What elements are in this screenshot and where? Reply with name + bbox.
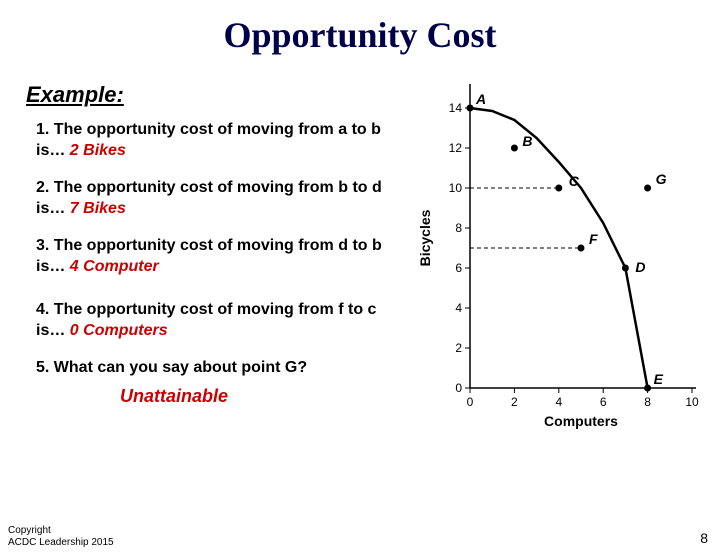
copyright-line2: ACDC Leadership 2015 [8, 537, 114, 549]
question-5-text: 5. What can you say about point G? [36, 359, 307, 376]
page-title: Opportunity Cost [0, 14, 720, 56]
question-1: 1. The opportunity cost of moving from a… [36, 120, 396, 162]
question-4-answer: 0 Computers [70, 322, 168, 339]
svg-text:4: 4 [555, 395, 562, 409]
svg-text:D: D [635, 259, 645, 275]
svg-text:6: 6 [600, 395, 607, 409]
example-heading: Example: [26, 82, 124, 108]
svg-text:4: 4 [455, 301, 462, 315]
svg-text:8: 8 [644, 395, 651, 409]
question-3-answer: 4 Computer [70, 258, 159, 275]
svg-text:2: 2 [511, 395, 518, 409]
ppf-chart: 0 2 4 6 8 10 0 2 4 6 8 10 12 14 A B C D E F G Computers Bicycl… [414, 76, 704, 436]
page-number: 8 [700, 530, 708, 546]
question-3: 3. The opportunity cost of moving from d… [36, 236, 396, 278]
svg-text:F: F [589, 231, 598, 247]
svg-text:0: 0 [467, 395, 474, 409]
question-5: 5. What can you say about point G? [36, 358, 396, 379]
svg-text:A: A [475, 91, 486, 107]
svg-text:10: 10 [685, 395, 699, 409]
question-4: 4. The opportunity cost of moving from f… [36, 300, 396, 342]
svg-text:12: 12 [449, 141, 463, 155]
svg-text:Bicycles: Bicycles [417, 209, 433, 266]
svg-text:Computers: Computers [544, 413, 618, 429]
svg-text:G: G [656, 171, 667, 187]
svg-text:0: 0 [455, 381, 462, 395]
svg-text:8: 8 [455, 221, 462, 235]
question-5-answer: Unattainable [120, 386, 228, 407]
svg-text:2: 2 [455, 341, 462, 355]
question-2: 2. The opportunity cost of moving from b… [36, 178, 396, 220]
content-area: Example: 1. The opportunity cost of movi… [0, 56, 720, 516]
svg-text:C: C [569, 173, 580, 189]
svg-text:E: E [654, 371, 664, 387]
svg-text:6: 6 [455, 261, 462, 275]
svg-text:14: 14 [449, 101, 463, 115]
copyright-line1: Copyright [8, 525, 114, 537]
question-2-answer: 7 Bikes [70, 200, 126, 217]
copyright: Copyright ACDC Leadership 2015 [8, 525, 114, 548]
svg-text:10: 10 [449, 181, 463, 195]
question-1-answer: 2 Bikes [70, 142, 126, 159]
svg-text:B: B [522, 133, 532, 149]
